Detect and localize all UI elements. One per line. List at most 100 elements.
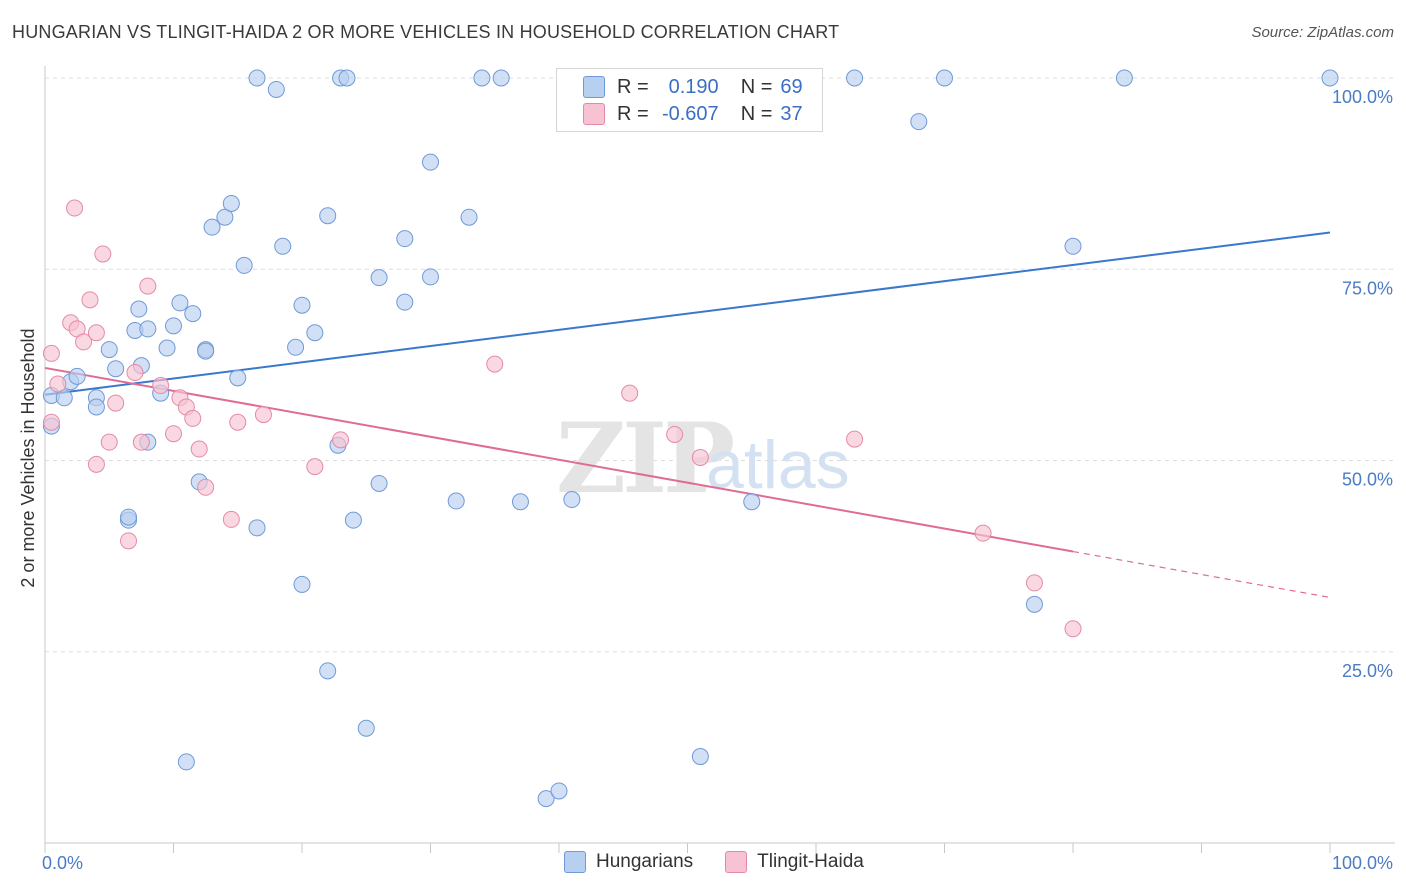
point-hungarians: [691, 748, 709, 766]
tick-labels: 100.0% 75.0% 50.0% 25.0% 0.0% 100.0% 2 or more…: [18, 87, 1393, 873]
point-hungarians: [473, 69, 491, 87]
y-axis-title: 2 or more Vehicles in Household: [18, 328, 38, 587]
point-hungarians: [165, 317, 182, 335]
legend-row-tlingit: R = -0.607 N = 37: [583, 102, 803, 126]
point-hungarians: [287, 338, 305, 356]
x-tick-label: 100.0%: [1332, 853, 1393, 873]
legend-n-label: N =: [740, 75, 773, 98]
point-hungarians: [184, 305, 202, 323]
point-tlingit: [42, 344, 60, 362]
watermark-atlas: atlas: [706, 427, 850, 503]
point-tlingit: [306, 458, 324, 476]
correlation-legend: R = 0.190 N = 69 R = -0.607 N = 37: [556, 68, 823, 132]
series-legend: Hungarians Tlingit-Haida: [564, 851, 864, 873]
legend-swatch-tlingit: [583, 103, 605, 125]
point-tlingit: [190, 440, 208, 458]
y-tick-label: 50.0%: [1342, 470, 1393, 490]
point-tlingit: [184, 409, 202, 427]
point-hungarians: [550, 782, 568, 800]
point-tlingit: [81, 291, 99, 309]
point-hungarians: [1115, 69, 1133, 87]
point-hungarians: [344, 511, 362, 529]
point-hungarians: [460, 208, 478, 226]
point-tlingit: [100, 433, 118, 451]
point-hungarians: [537, 790, 555, 808]
point-hungarians: [338, 69, 356, 87]
point-tlingit: [222, 510, 240, 528]
point-tlingit: [486, 355, 504, 373]
legend-r-value-tlingit: -0.607: [661, 102, 719, 125]
point-hungarians: [910, 113, 928, 131]
x-tick-label: 0.0%: [42, 853, 83, 873]
point-tlingit: [75, 333, 93, 351]
point-tlingit: [621, 384, 639, 402]
point-hungarians: [107, 360, 125, 378]
trend-lines: [44, 231, 1331, 599]
y-tick-label: 75.0%: [1342, 278, 1393, 298]
point-tlingit: [87, 324, 105, 342]
point-tlingit: [120, 532, 138, 550]
point-hungarians: [1025, 595, 1043, 613]
point-tlingit: [49, 375, 67, 393]
point-tlingit: [132, 433, 150, 451]
point-hungarians: [222, 194, 240, 212]
point-hungarians: [1064, 237, 1082, 255]
point-hungarians: [447, 492, 465, 510]
y-tick-label: 25.0%: [1342, 661, 1393, 681]
point-hungarians: [120, 508, 138, 526]
point-hungarians: [511, 493, 529, 511]
point-tlingit: [126, 364, 144, 382]
point-hungarians: [248, 69, 266, 87]
point-tlingit: [1025, 574, 1043, 592]
point-hungarians: [235, 256, 253, 274]
point-tlingit: [254, 406, 272, 424]
point-hungarians: [936, 69, 953, 87]
point-hungarians: [55, 389, 73, 407]
point-hungarians: [177, 753, 195, 771]
point-hungarians: [229, 369, 247, 387]
point-tlingit: [165, 425, 182, 443]
legend-r-label: R =: [617, 75, 649, 98]
point-hungarians: [216, 208, 234, 226]
legend-swatch-hungarians: [583, 76, 605, 98]
point-hungarians: [203, 218, 221, 236]
point-hungarians: [743, 493, 761, 511]
point-hungarians: [396, 230, 414, 248]
point-tlingit: [691, 448, 709, 466]
source-label: Source: ZipAtlas.com: [1251, 24, 1394, 41]
point-hungarians: [370, 474, 388, 492]
point-hungarians: [139, 320, 157, 338]
legend-r-label: R =: [617, 102, 649, 125]
bottom-legend-swatch-tlingit: [725, 851, 748, 873]
bottom-legend-label-hungarians: Hungarians: [596, 851, 694, 872]
point-hungarians: [87, 398, 105, 416]
trend-line-tlingit-extension: [1072, 550, 1331, 599]
bottom-legend-label-tlingit: Tlingit-Haida: [757, 851, 864, 872]
point-hungarians: [100, 341, 118, 359]
gridlines: [45, 77, 1395, 653]
point-hungarians: [293, 575, 311, 593]
point-tlingit: [666, 425, 684, 443]
point-hungarians: [68, 367, 86, 385]
point-tlingit: [87, 455, 105, 473]
point-hungarians: [422, 153, 439, 171]
point-hungarians: [1321, 69, 1339, 87]
point-tlingit: [1064, 620, 1082, 638]
point-hungarians: [563, 491, 581, 509]
legend-r-value-hungarians: 0.190: [668, 75, 719, 98]
point-hungarians: [319, 207, 337, 225]
point-hungarians: [846, 69, 864, 87]
point-hungarians: [197, 342, 215, 360]
legend-n-label: N =: [740, 102, 773, 125]
point-hungarians: [293, 296, 311, 314]
point-hungarians: [130, 300, 148, 318]
legend-n-value-tlingit: 37: [780, 102, 803, 125]
point-tlingit: [66, 199, 84, 217]
point-hungarians: [396, 293, 414, 311]
point-tlingit: [107, 394, 125, 412]
point-tlingit: [42, 413, 60, 431]
point-tlingit: [974, 524, 992, 542]
point-hungarians: [306, 324, 324, 342]
point-tlingit: [197, 478, 215, 496]
